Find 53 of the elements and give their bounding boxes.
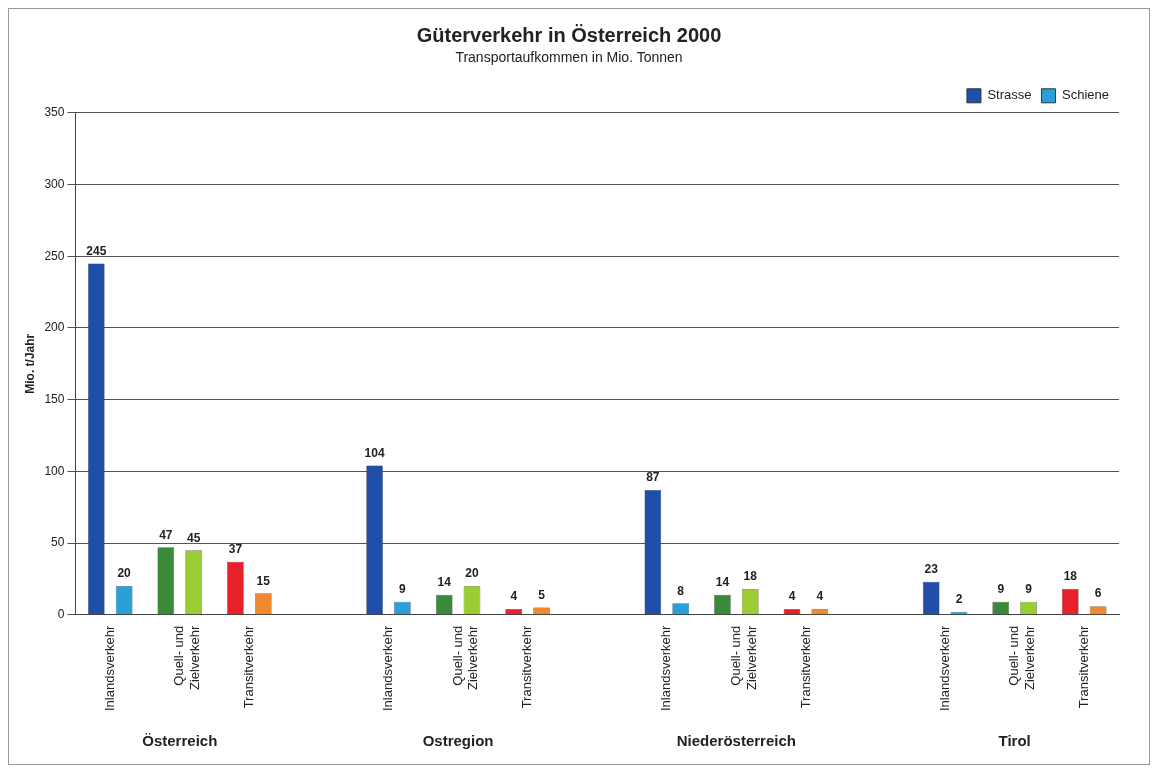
data-label: 4	[788, 589, 796, 604]
y-tick-label: 250	[44, 248, 65, 263]
data-label: 47	[159, 527, 173, 542]
x-tick-label: Quell- und Zielverkehr	[449, 625, 481, 691]
data-label: 8	[677, 583, 685, 598]
data-label: 4	[510, 589, 518, 604]
y-tick-label: 100	[44, 463, 65, 478]
data-label: 14	[437, 574, 452, 589]
x-tick-label: Transitverkehr	[519, 625, 535, 709]
x-tick-label: Inlandsverkehr	[380, 625, 396, 712]
x-tick-label: Quell- und Zielverkehr	[727, 625, 759, 691]
data-label: 20	[117, 566, 132, 581]
y-tick-label: 300	[44, 176, 65, 191]
legend-label: Schiene	[1062, 87, 1110, 103]
data-label: 5	[538, 587, 546, 602]
data-label: 9	[399, 582, 407, 597]
text: Österreich	[142, 732, 218, 750]
legend-label: Strasse	[987, 87, 1032, 103]
x-tick-label: Quell- und Zielverkehr	[171, 625, 202, 691]
x-tick-label: Transitverkehr	[1075, 625, 1091, 709]
data-label: 104	[364, 445, 385, 460]
data-label: 245	[86, 243, 107, 258]
data-label: 45	[187, 530, 201, 545]
data-label: 18	[1063, 569, 1078, 584]
data-label: 2	[955, 592, 963, 607]
chart-subtitle: Transportaufkommen in Mio. Tonnen	[455, 49, 683, 66]
data-label: 9	[1025, 582, 1033, 597]
y-tick-label: 0	[57, 607, 65, 622]
data-label: 14	[715, 574, 730, 589]
y-tick-label: 50	[51, 535, 65, 550]
data-label: 9	[997, 582, 1005, 597]
x-tick-label: Inlandsverkehr	[936, 625, 952, 712]
data-label: 6	[1094, 586, 1102, 601]
x-tick-label: Transitverkehr	[240, 625, 256, 709]
y-tick-label: 200	[44, 320, 65, 335]
chart-title: Güterverkehr in Österreich 2000	[416, 23, 722, 46]
text: Tirol	[998, 732, 1031, 750]
data-label: 87	[646, 470, 660, 485]
text: Niederösterreich	[676, 732, 796, 750]
x-tick-label: Quell- und Zielverkehr	[1006, 625, 1037, 691]
data-label: 23	[924, 562, 939, 577]
data-label: 15	[256, 573, 271, 588]
data-label: 18	[743, 569, 758, 584]
x-tick-label: Inlandsverkehr	[101, 625, 117, 712]
data-label: 37	[228, 541, 243, 556]
data-label: 4	[816, 589, 824, 604]
y-tick-label: 350	[44, 105, 65, 120]
data-label: 20	[465, 566, 479, 581]
text: Ostregion	[422, 732, 494, 750]
y-axis-title: Mio. t/Jahr	[22, 333, 37, 394]
x-tick-label: Inlandsverkehr	[658, 625, 674, 712]
y-tick-label: 150	[44, 391, 65, 406]
x-tick-label: Transitverkehr	[797, 625, 813, 709]
